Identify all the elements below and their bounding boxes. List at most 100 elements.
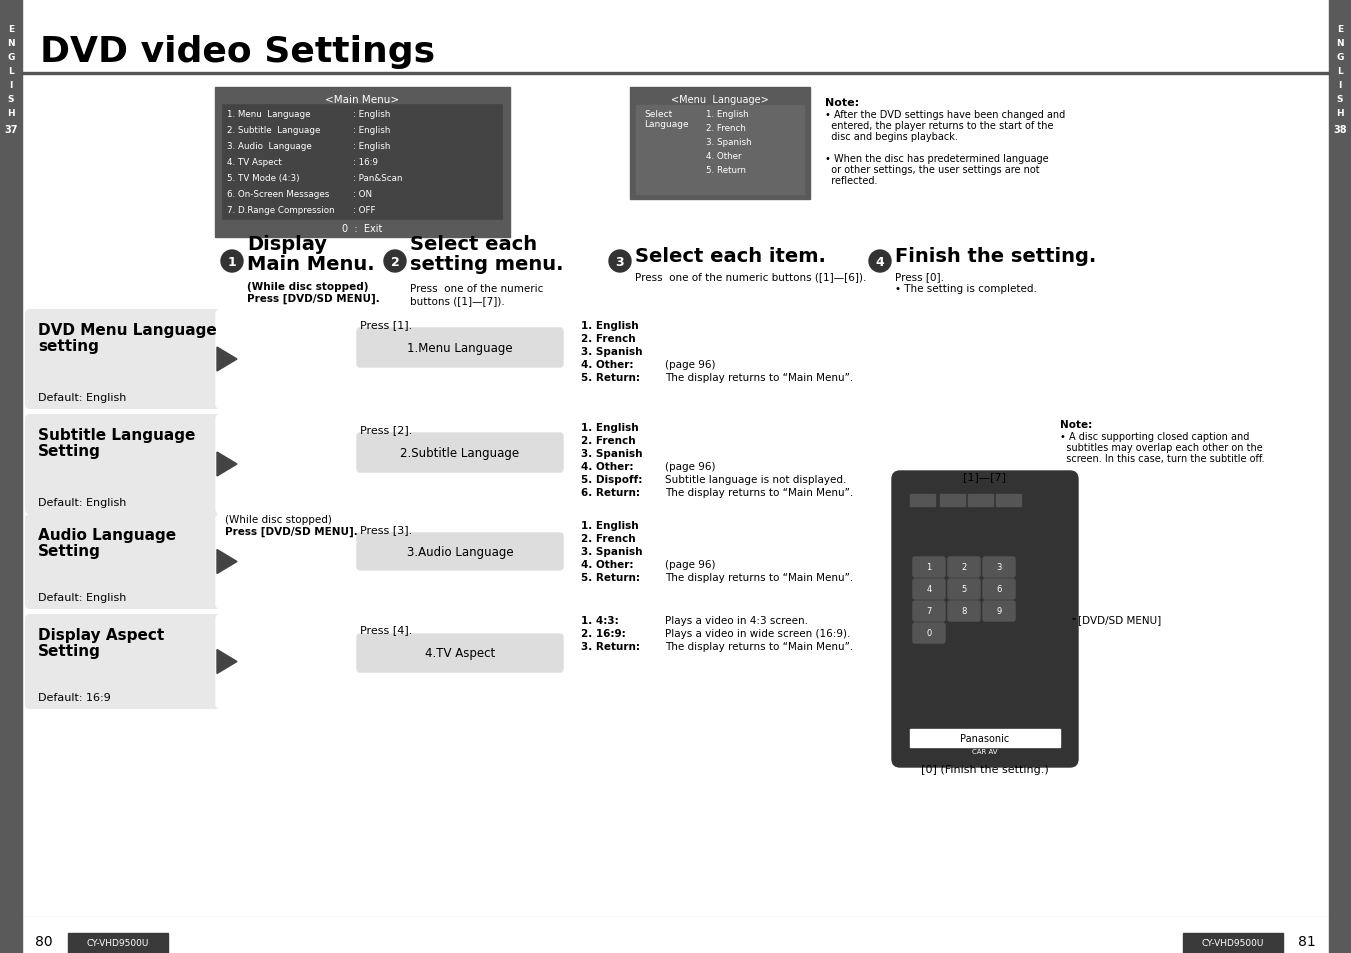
Text: Press  one of the numeric buttons ([1]—[6]).: Press one of the numeric buttons ([1]—[6… — [635, 272, 866, 282]
Text: Display: Display — [247, 234, 327, 253]
Bar — [223, 106, 503, 220]
Text: : English: : English — [353, 110, 390, 119]
Text: Press [4].: Press [4]. — [359, 624, 412, 635]
Text: 2. French: 2. French — [581, 534, 635, 543]
Text: 5. Return:: 5. Return: — [581, 573, 640, 582]
Text: reflected.: reflected. — [825, 175, 878, 186]
Text: : 16:9: : 16:9 — [353, 158, 378, 167]
Text: 1. English: 1. English — [707, 110, 748, 119]
Text: Press  one of the numeric: Press one of the numeric — [409, 284, 543, 294]
Text: 1: 1 — [227, 255, 236, 268]
Text: 2: 2 — [390, 255, 400, 268]
FancyBboxPatch shape — [357, 534, 563, 571]
Text: 1. Menu  Language: 1. Menu Language — [227, 110, 311, 119]
FancyBboxPatch shape — [216, 516, 354, 608]
Text: 3: 3 — [616, 255, 624, 268]
Text: setting menu.: setting menu. — [409, 254, 563, 274]
Text: 3. Spanish: 3. Spanish — [581, 347, 643, 356]
Text: 8: 8 — [962, 607, 967, 616]
FancyBboxPatch shape — [984, 579, 1015, 599]
Text: : Pan&Scan: : Pan&Scan — [353, 173, 403, 183]
Text: S: S — [8, 95, 15, 105]
Text: Default: 16:9: Default: 16:9 — [38, 692, 111, 702]
Text: DVD video Settings: DVD video Settings — [41, 35, 435, 69]
FancyBboxPatch shape — [26, 616, 219, 708]
Polygon shape — [218, 650, 236, 674]
Text: Press [3].: Press [3]. — [359, 524, 412, 535]
Text: 38: 38 — [1333, 125, 1347, 135]
Text: Press [0].: Press [0]. — [894, 272, 944, 282]
FancyBboxPatch shape — [984, 558, 1015, 578]
Text: E: E — [8, 26, 14, 34]
Text: DVD Menu Language: DVD Menu Language — [38, 323, 216, 337]
FancyBboxPatch shape — [984, 601, 1015, 621]
Text: 2: 2 — [962, 563, 966, 572]
Text: • The setting is completed.: • The setting is completed. — [894, 284, 1036, 294]
FancyBboxPatch shape — [571, 510, 1052, 604]
FancyBboxPatch shape — [357, 635, 563, 672]
Text: H: H — [7, 110, 15, 118]
Text: 2. French: 2. French — [581, 334, 635, 344]
Circle shape — [384, 251, 407, 273]
Text: 7. D.Range Compression: 7. D.Range Compression — [227, 206, 335, 214]
Text: Default: English: Default: English — [38, 393, 127, 402]
Text: 2. 16:9:: 2. 16:9: — [581, 628, 626, 639]
FancyBboxPatch shape — [913, 623, 944, 643]
Text: Select each: Select each — [409, 234, 538, 253]
FancyBboxPatch shape — [357, 329, 563, 368]
Text: 80: 80 — [35, 934, 53, 948]
Text: 0: 0 — [927, 629, 932, 638]
Text: 2. Subtitle  Language: 2. Subtitle Language — [227, 126, 320, 135]
Text: E: E — [1337, 26, 1343, 34]
Text: Press [DVD/SD MENU].: Press [DVD/SD MENU]. — [226, 526, 358, 537]
Text: : English: : English — [353, 142, 390, 151]
Text: 5: 5 — [962, 585, 966, 594]
Polygon shape — [218, 453, 236, 476]
FancyBboxPatch shape — [913, 558, 944, 578]
Bar — [215, 88, 509, 237]
Text: 2. French: 2. French — [581, 436, 635, 446]
Bar — [996, 495, 1021, 506]
Bar — [940, 495, 965, 506]
Text: (While disc stopped): (While disc stopped) — [226, 515, 332, 524]
Text: I: I — [9, 81, 12, 91]
Text: 3. Audio  Language: 3. Audio Language — [227, 142, 312, 151]
Bar — [1183, 933, 1283, 953]
Text: I: I — [1339, 81, 1342, 91]
Text: N: N — [1336, 39, 1344, 49]
Text: screen. In this case, turn the subtitle off.: screen. In this case, turn the subtitle … — [1061, 454, 1265, 463]
Text: 4. Other: 4. Other — [707, 152, 742, 161]
Text: Audio Language: Audio Language — [38, 527, 176, 542]
Bar — [1329, 0, 1351, 953]
Text: 4.TV Aspect: 4.TV Aspect — [424, 647, 494, 659]
Text: 5. TV Mode (4:3): 5. TV Mode (4:3) — [227, 173, 300, 183]
Text: N: N — [7, 39, 15, 49]
Text: 3. Return:: 3. Return: — [581, 641, 640, 651]
Text: The display returns to “Main Menu”.: The display returns to “Main Menu”. — [665, 573, 854, 582]
Text: • After the DVD settings have been changed and: • After the DVD settings have been chang… — [825, 110, 1065, 120]
Text: Setting: Setting — [38, 643, 101, 659]
Bar — [22, 917, 1329, 953]
Text: : English: : English — [353, 126, 390, 135]
Text: G: G — [1336, 53, 1344, 63]
Text: The display returns to “Main Menu”.: The display returns to “Main Menu”. — [665, 488, 854, 497]
Text: 81: 81 — [1298, 934, 1316, 948]
Text: L: L — [8, 68, 14, 76]
Text: Press [DVD/SD MENU].: Press [DVD/SD MENU]. — [247, 294, 380, 304]
Text: 1. English: 1. English — [581, 320, 639, 331]
Text: 7: 7 — [927, 607, 932, 616]
Text: The display returns to “Main Menu”.: The display returns to “Main Menu”. — [665, 373, 854, 382]
Text: Select each item.: Select each item. — [635, 247, 825, 266]
Text: 1. 4:3:: 1. 4:3: — [581, 616, 619, 625]
Text: 1: 1 — [927, 563, 932, 572]
Polygon shape — [218, 550, 236, 574]
Text: Subtitle Language: Subtitle Language — [38, 428, 196, 442]
Bar — [0, 0, 22, 953]
Text: [DVD/SD MENU]: [DVD/SD MENU] — [1078, 615, 1162, 624]
Text: Language: Language — [644, 120, 689, 129]
FancyBboxPatch shape — [26, 311, 219, 409]
Bar — [911, 495, 935, 506]
Text: <Main Menu>: <Main Menu> — [326, 95, 400, 105]
Text: L: L — [1337, 68, 1343, 76]
Bar — [969, 495, 993, 506]
